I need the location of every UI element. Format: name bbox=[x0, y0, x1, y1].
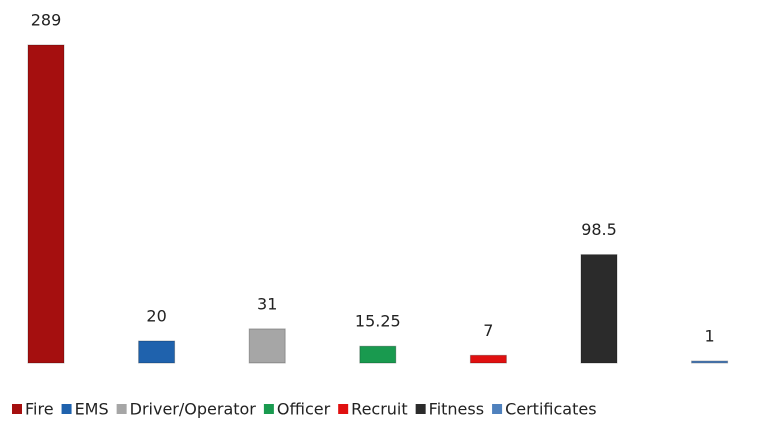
bar bbox=[691, 360, 729, 364]
legend-label: Driver/Operator bbox=[130, 400, 257, 419]
bar bbox=[27, 44, 65, 364]
data-label: 289 bbox=[31, 11, 62, 30]
legend-label: Fitness bbox=[429, 400, 484, 419]
bar bbox=[469, 354, 507, 364]
data-label: 1 bbox=[705, 327, 715, 346]
legend-swatch bbox=[492, 404, 503, 414]
legend-label: Certificates bbox=[505, 400, 596, 419]
legend-swatch bbox=[61, 404, 72, 414]
data-label: 98.5 bbox=[581, 220, 617, 239]
data-label: 15.25 bbox=[355, 312, 401, 331]
data-label: 31 bbox=[257, 294, 277, 313]
legend-swatch bbox=[116, 404, 127, 414]
legend-swatch bbox=[263, 404, 274, 414]
legend-swatch bbox=[12, 404, 22, 414]
data-label: 20 bbox=[146, 306, 166, 325]
legend-label: Recruit bbox=[351, 400, 407, 419]
bar bbox=[248, 328, 286, 364]
data-label: 7 bbox=[483, 321, 493, 340]
legend-label: Fire bbox=[25, 400, 54, 419]
bar bbox=[359, 345, 397, 364]
legend-label: EMS bbox=[75, 400, 109, 419]
legend-swatch bbox=[415, 404, 426, 414]
legend-label: Officer bbox=[277, 400, 331, 419]
bar bbox=[138, 340, 176, 364]
legend-swatch bbox=[338, 404, 349, 414]
bar bbox=[580, 254, 618, 364]
